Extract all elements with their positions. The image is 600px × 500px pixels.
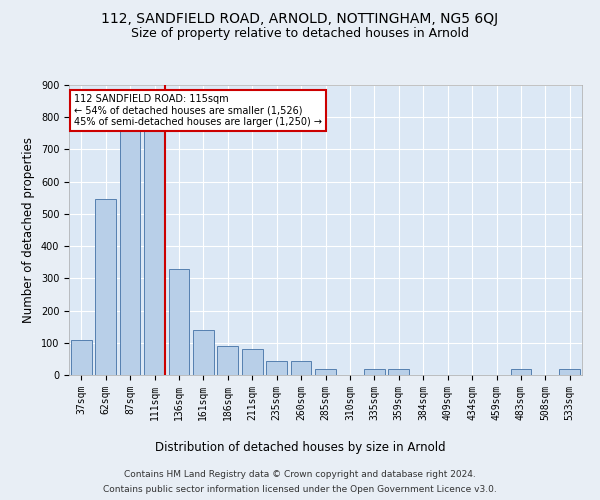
Bar [95, 200, 116, 375]
Bar [242, 349, 263, 375]
Bar [193, 330, 214, 375]
Bar [559, 368, 580, 375]
Bar [511, 368, 532, 375]
Text: 112, SANDFIELD ROAD, ARNOLD, NOTTINGHAM, NG5 6QJ: 112, SANDFIELD ROAD, ARNOLD, NOTTINGHAM,… [101, 12, 499, 26]
Text: Contains public sector information licensed under the Open Government Licence v3: Contains public sector information licen… [103, 485, 497, 494]
Bar [290, 360, 311, 375]
Text: Contains HM Land Registry data © Crown copyright and database right 2024.: Contains HM Land Registry data © Crown c… [124, 470, 476, 479]
Bar [119, 104, 140, 375]
Bar [315, 368, 336, 375]
Text: Distribution of detached houses by size in Arnold: Distribution of detached houses by size … [155, 441, 445, 454]
Bar [266, 360, 287, 375]
Text: 112 SANDFIELD ROAD: 115sqm
← 54% of detached houses are smaller (1,526)
45% of s: 112 SANDFIELD ROAD: 115sqm ← 54% of deta… [74, 94, 322, 127]
Bar [388, 368, 409, 375]
Bar [71, 340, 92, 375]
Bar [217, 346, 238, 375]
Bar [144, 130, 165, 375]
Bar [364, 368, 385, 375]
Text: Size of property relative to detached houses in Arnold: Size of property relative to detached ho… [131, 28, 469, 40]
Y-axis label: Number of detached properties: Number of detached properties [22, 137, 35, 323]
Bar [169, 268, 190, 375]
